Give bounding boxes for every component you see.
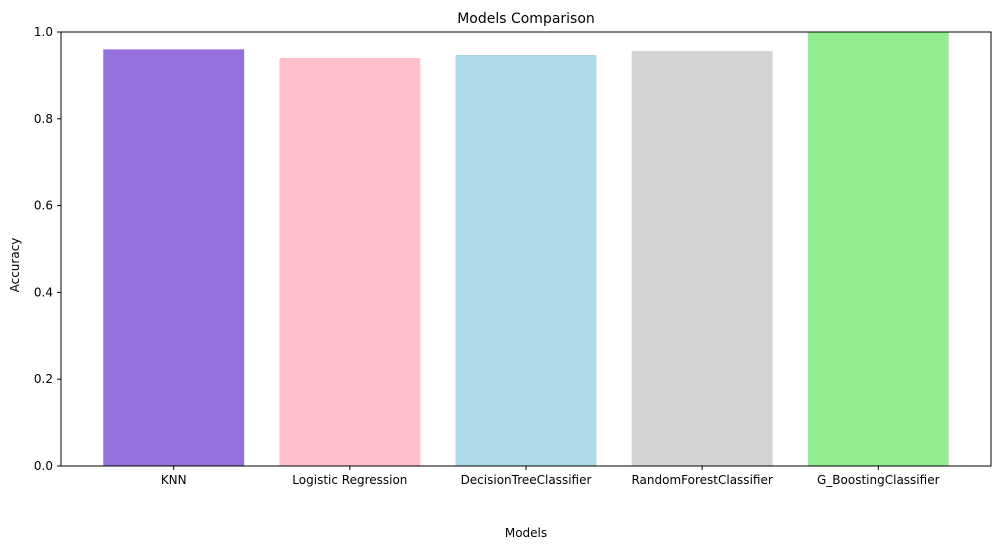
y-tick-label: 0.2 [34, 372, 53, 386]
y-tick-label: 0.6 [34, 199, 53, 213]
x-tick-label: DecisionTreeClassifier [461, 473, 592, 487]
x-tick-label: Logistic Regression [292, 473, 407, 487]
chart-title: Models Comparison [457, 11, 595, 27]
y-axis-label: Accuracy [8, 238, 22, 293]
bar-logistic-regression [279, 58, 421, 466]
bars-group [103, 32, 949, 467]
x-tick-label: KNN [161, 473, 187, 487]
x-tick-label: RandomForestClassifier [631, 473, 772, 487]
x-tick-label: G_BoostingClassifier [817, 473, 940, 487]
y-tick-label: 1.0 [34, 25, 53, 39]
y-tick-label: 0.0 [34, 459, 53, 473]
bar-g-boostingclassifier [807, 32, 949, 466]
x-axis-ticks: KNN Logistic Regression DecisionTreeClassi… [161, 466, 940, 487]
bar-decisiontreeclassifier [455, 55, 597, 466]
y-axis-ticks: 0.0 0.2 0.4 0.6 0.8 1.0 [34, 25, 61, 473]
bar-knn [103, 49, 245, 467]
y-tick-label: 0.4 [34, 285, 53, 299]
x-axis-label: Models [505, 526, 547, 540]
bar-randomforestclassifier [631, 51, 773, 466]
y-tick-label: 0.8 [34, 112, 53, 126]
plot-frame [60, 31, 992, 467]
